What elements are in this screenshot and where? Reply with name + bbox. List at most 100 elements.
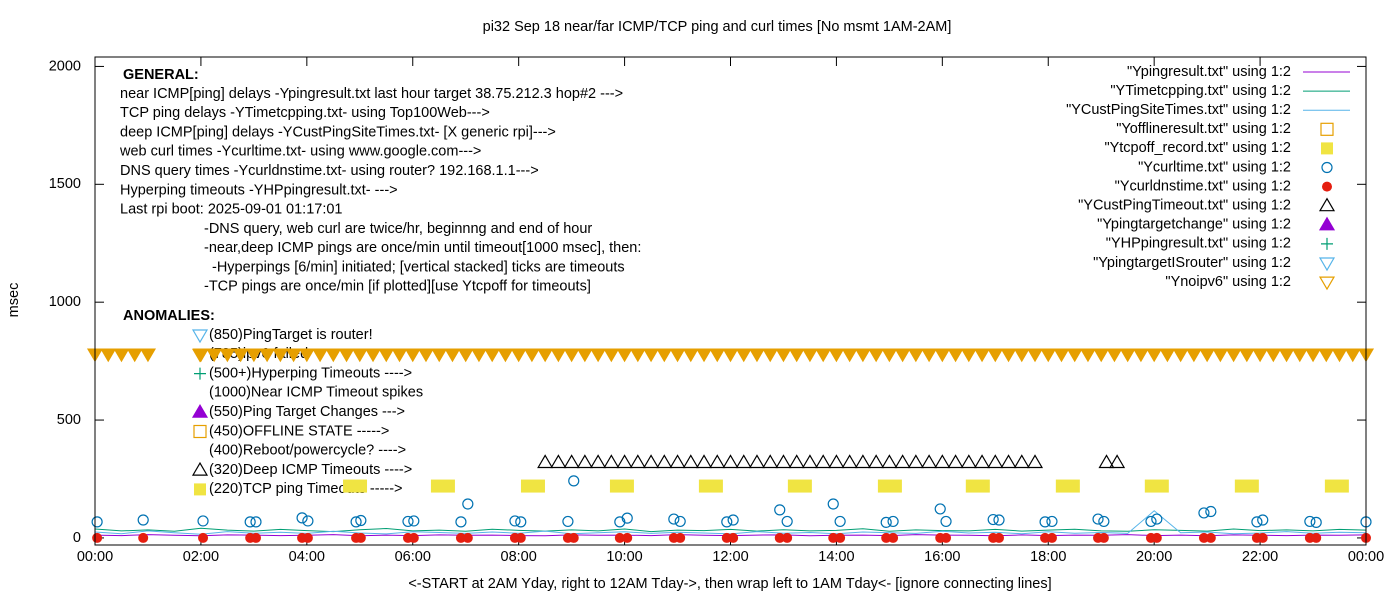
data-point bbox=[1132, 348, 1149, 363]
data-point bbox=[1093, 348, 1110, 363]
data-point bbox=[774, 504, 786, 516]
data-point bbox=[1212, 348, 1229, 363]
data-point bbox=[782, 532, 793, 543]
data-point bbox=[391, 348, 408, 363]
annotation-icon bbox=[194, 483, 206, 496]
data-point bbox=[993, 532, 1004, 543]
data-point bbox=[198, 532, 209, 543]
data-point bbox=[727, 514, 739, 526]
data-point bbox=[974, 348, 991, 363]
x-tick-label: 16:00 bbox=[924, 549, 960, 565]
data-point bbox=[947, 454, 964, 469]
data-point bbox=[993, 514, 1005, 526]
data-point bbox=[431, 348, 448, 363]
x-tick-label: 18:00 bbox=[1030, 549, 1066, 565]
data-point bbox=[302, 532, 313, 543]
annotation: -TCP pings are once/min [if plotted][use… bbox=[204, 279, 591, 295]
data-point bbox=[987, 513, 999, 526]
data-point bbox=[497, 348, 514, 363]
data-point bbox=[568, 532, 579, 543]
annotation: (220)TCP ping Timeouts -----> bbox=[209, 481, 403, 497]
annotation: deep ICMP[ping] delays -YCustPingSiteTim… bbox=[120, 124, 556, 140]
data-point bbox=[562, 515, 574, 528]
data-point bbox=[197, 515, 209, 527]
data-point bbox=[1251, 516, 1263, 528]
data-point bbox=[960, 454, 977, 469]
data-point bbox=[828, 454, 845, 469]
annotation: DNS query times -Ycurldnstime.txt- using… bbox=[120, 163, 539, 179]
data-point bbox=[788, 348, 805, 363]
data-point bbox=[907, 454, 924, 469]
legend-key bbox=[1322, 181, 1332, 192]
data-point bbox=[827, 498, 839, 510]
data-point bbox=[364, 348, 382, 363]
data-point bbox=[537, 348, 554, 363]
data-point bbox=[1304, 348, 1322, 363]
data-point bbox=[417, 348, 435, 363]
plot-frame bbox=[94, 56, 1367, 546]
data-point bbox=[698, 479, 723, 493]
data-point bbox=[877, 479, 902, 493]
data-point bbox=[1046, 515, 1058, 528]
data-point bbox=[695, 454, 713, 469]
data-point bbox=[1013, 454, 1030, 469]
annotation-icon bbox=[191, 461, 209, 476]
data-point bbox=[674, 515, 686, 528]
data-point bbox=[470, 348, 487, 363]
data-point bbox=[1198, 507, 1210, 519]
annotation: Last rpi boot: 2025-09-01 01:17:01 bbox=[120, 202, 343, 218]
legend-key bbox=[1318, 197, 1336, 212]
data-point bbox=[675, 532, 686, 543]
data-point bbox=[668, 513, 680, 525]
data-point bbox=[735, 454, 752, 469]
legend-label: "Yofflineresult.txt" using 1:2 bbox=[1116, 121, 1291, 137]
data-point bbox=[351, 348, 368, 363]
data-point bbox=[722, 348, 739, 363]
data-point bbox=[1199, 348, 1216, 363]
data-point bbox=[250, 532, 261, 543]
data-point bbox=[987, 348, 1004, 363]
series-line bbox=[94, 527, 1367, 533]
y-tick-label: 1500 bbox=[49, 176, 81, 192]
data-point bbox=[590, 454, 607, 469]
data-point bbox=[1040, 348, 1057, 363]
data-point bbox=[272, 348, 289, 363]
data-point bbox=[137, 514, 149, 526]
data-point bbox=[987, 454, 1004, 469]
data-point bbox=[974, 454, 991, 469]
data-point bbox=[1291, 348, 1308, 363]
data-point bbox=[1198, 532, 1209, 543]
data-point bbox=[457, 348, 474, 363]
data-point bbox=[1106, 348, 1123, 363]
data-point bbox=[139, 348, 157, 363]
data-point bbox=[1026, 348, 1044, 363]
data-point bbox=[1344, 348, 1361, 363]
x-tick-label: 22:00 bbox=[1242, 549, 1278, 565]
data-point bbox=[1205, 505, 1217, 518]
legend-label: "YTimetcpping.txt" using 1:2 bbox=[1110, 83, 1291, 99]
data-point bbox=[1092, 513, 1104, 525]
x-tick-label: 12:00 bbox=[712, 549, 748, 565]
data-point bbox=[1000, 348, 1017, 363]
legend-label: "Ytcpoff_record.txt" using 1:2 bbox=[1104, 140, 1291, 156]
data-point bbox=[378, 348, 395, 363]
data-point bbox=[781, 515, 793, 528]
data-point bbox=[515, 532, 526, 543]
data-point bbox=[616, 454, 633, 469]
data-point bbox=[1145, 515, 1157, 528]
data-point bbox=[1013, 348, 1030, 363]
legend-key bbox=[1318, 216, 1336, 231]
data-point bbox=[509, 515, 521, 527]
data-point bbox=[775, 454, 792, 469]
data-point bbox=[828, 532, 839, 543]
data-point bbox=[523, 348, 540, 363]
legend-key bbox=[1318, 276, 1336, 291]
data-point bbox=[1151, 513, 1163, 525]
data-point bbox=[402, 515, 414, 528]
annotation: (500+)Hyperping Timeouts ----> bbox=[209, 365, 412, 381]
data-point bbox=[656, 454, 673, 469]
chart-title: pi32 Sep 18 near/far ICMP/TCP ping and c… bbox=[483, 19, 952, 35]
legend-key bbox=[1318, 257, 1336, 272]
